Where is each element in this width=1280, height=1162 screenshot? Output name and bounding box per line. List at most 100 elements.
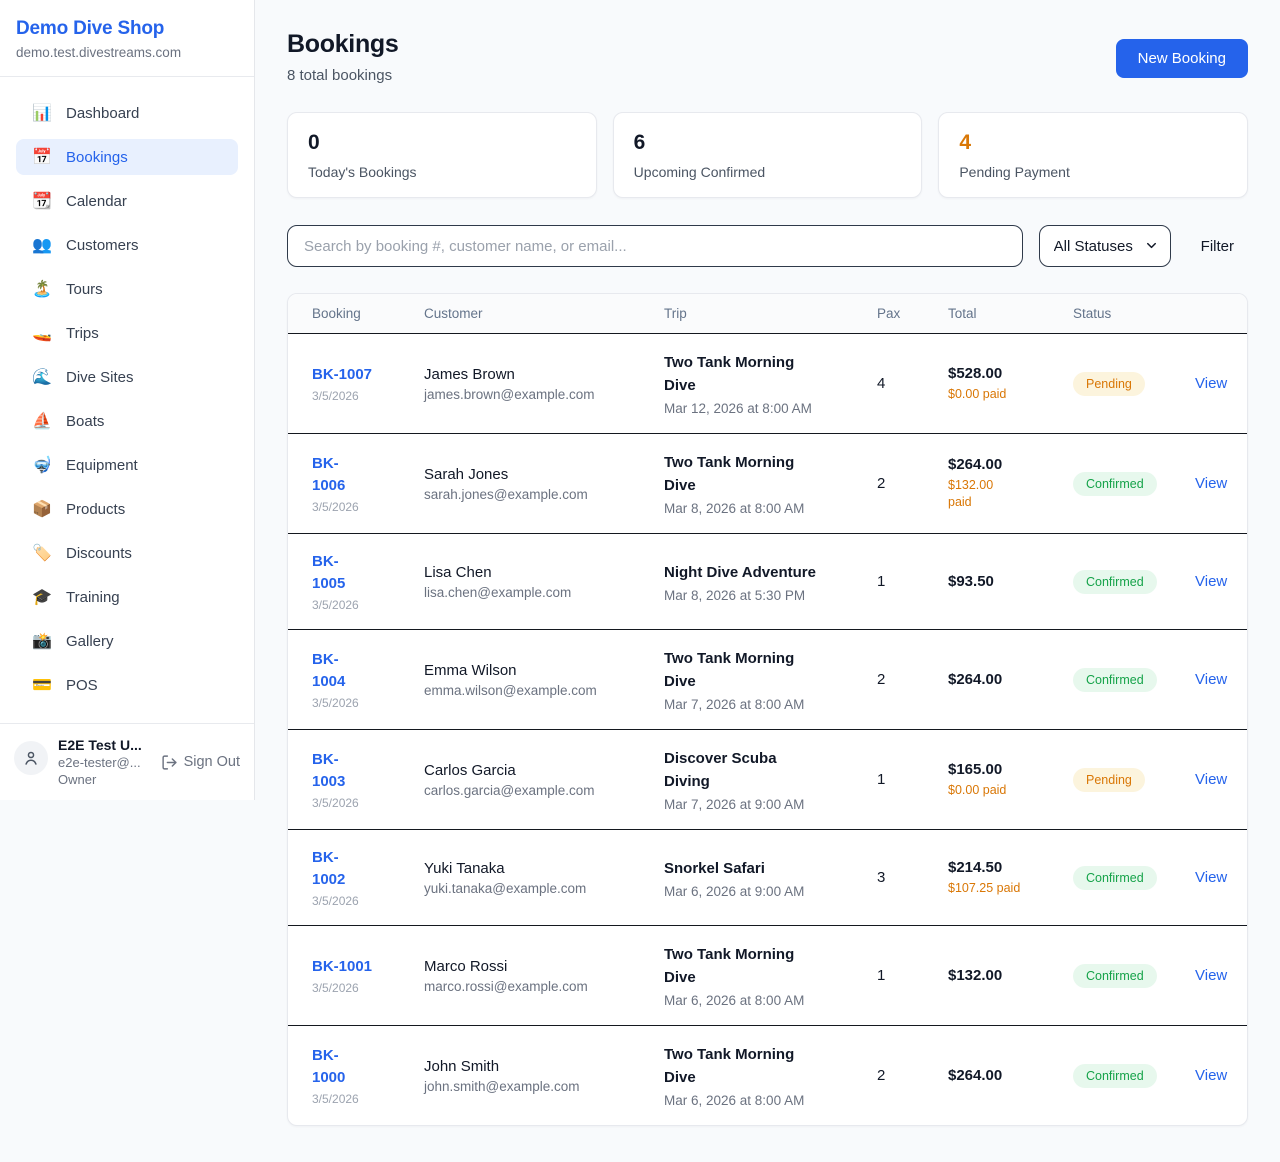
diving-mask-icon: 🤿 (32, 457, 52, 474)
booking-date: 3/5/2026 (312, 796, 359, 810)
page-header-text: Bookings 8 total bookings (287, 30, 399, 84)
sidebar-item-trips[interactable]: 🚤 Trips (16, 315, 238, 351)
booking-date: 3/5/2026 (312, 500, 359, 514)
stat-value: 6 (633, 131, 646, 154)
trip-datetime: Mar 6, 2026 at 9:00 AM (664, 883, 805, 899)
user-name: E2E Test U... (58, 737, 142, 753)
booking-cell: BK- 1006 3/5/2026 (288, 434, 412, 534)
table-header-row: Booking Customer Trip Pax Total Status (288, 294, 1247, 334)
customer-cell: Yuki Tanaka yuki.tanaka@example.com (412, 830, 652, 926)
search-input[interactable] (287, 225, 1023, 267)
brand-name: Demo Dive Shop (16, 18, 165, 39)
view-link[interactable]: View (1195, 374, 1228, 392)
table-row: BK- 1003 3/5/2026 Carlos Garcia carlos.garc… (288, 730, 1247, 830)
customer-name: Marco Rossi (424, 957, 508, 975)
status-cell: Confirmed (1061, 630, 1183, 730)
pax-value: 2 (877, 1067, 886, 1084)
customer-cell: Lisa Chen lisa.chen@example.com (412, 534, 652, 630)
stat-card-todays-bookings: 0 Today's Bookings (287, 112, 597, 198)
customer-cell: James Brown james.brown@example.com (412, 334, 652, 434)
booking-id-link[interactable]: BK- 1004 (312, 651, 346, 690)
status-cell: Confirmed (1061, 1026, 1183, 1126)
total-cell: $93.50 (936, 534, 1061, 630)
stats-row: 0 Today's Bookings 6 Upcoming Confirmed … (287, 112, 1249, 198)
speedboat-icon: 🚤 (32, 325, 52, 342)
column-header-status: Status (1061, 294, 1183, 334)
sidebar-item-label: Products (66, 500, 126, 518)
sidebar-item-dashboard[interactable]: 📊 Dashboard (16, 95, 238, 131)
trip-cell: Two Tank Morning Dive Mar 6, 2026 at 8:00… (652, 926, 865, 1026)
status-cell: Pending (1061, 730, 1183, 830)
sidebar-item-tours[interactable]: 🏝️ Tours (16, 271, 238, 307)
booking-id-link[interactable]: BK-1001 (312, 958, 373, 975)
trip-datetime: Mar 6, 2026 at 8:00 AM (664, 993, 805, 1008)
status-badge: Confirmed (1073, 471, 1157, 496)
new-booking-button[interactable]: New Booking (1115, 39, 1248, 78)
booking-id-link[interactable]: BK- 1002 (312, 849, 346, 888)
table-row: BK- 1000 3/5/2026 John Smith john.smith@exa… (288, 1026, 1247, 1126)
pax-cell: 1 (865, 730, 936, 830)
stat-label: Upcoming Confirmed (633, 164, 766, 180)
trip-datetime: Mar 8, 2026 at 5:30 PM (664, 587, 806, 603)
sidebar-item-equipment[interactable]: 🤿 Equipment (16, 447, 238, 483)
user-info: E2E Test U... e2e-tester@... Owner (58, 737, 142, 787)
sidebar-item-pos[interactable]: 💳 POS (16, 667, 238, 703)
sign-out-button[interactable]: Sign Out (161, 754, 240, 771)
sidebar-item-calendar[interactable]: 📆 Calendar (16, 183, 238, 219)
booking-id-link[interactable]: BK-1007 (312, 366, 373, 383)
trip-cell: Two Tank Morning Dive Mar 8, 2026 at 8:00… (652, 434, 865, 534)
action-cell: View (1183, 334, 1247, 434)
view-link[interactable]: View (1195, 572, 1228, 590)
sidebar-item-dive-sites[interactable]: 🌊 Dive Sites (16, 359, 238, 395)
booking-id-link[interactable]: BK- 1003 (312, 751, 346, 790)
customer-name: John Smith (424, 1057, 500, 1075)
filter-button[interactable]: Filter (1187, 238, 1248, 255)
sidebar-item-label: Dive Sites (66, 368, 134, 386)
trip-cell: Night Dive Adventure Mar 8, 2026 at 5:30 … (652, 534, 865, 630)
stat-card-upcoming-confirmed: 6 Upcoming Confirmed (612, 112, 923, 198)
sidebar-item-discounts[interactable]: 🏷️ Discounts (16, 535, 238, 571)
trip-cell: Discover Scuba Diving Mar 7, 2026 at 9:00… (652, 730, 865, 830)
view-link[interactable]: View (1195, 770, 1228, 788)
customer-name: Carlos Garcia (424, 761, 516, 779)
sidebar-item-products[interactable]: 📦 Products (16, 491, 238, 527)
sidebar-item-bookings[interactable]: 📅 Bookings (16, 139, 238, 175)
stat-label: Today's Bookings (308, 164, 417, 180)
status-cell: Confirmed (1061, 434, 1183, 534)
user-role: Owner (58, 772, 97, 787)
booking-id-link[interactable]: BK- 1005 (312, 553, 346, 592)
label-tag-icon: 🏷️ (32, 545, 52, 562)
view-link[interactable]: View (1195, 670, 1228, 688)
status-filter-select[interactable]: All Statuses (1038, 225, 1171, 267)
column-header-pax: Pax (865, 294, 936, 334)
customer-email: john.smith@example.com (424, 1078, 580, 1094)
customer-cell: Sarah Jones sarah.jones@example.com (412, 434, 652, 534)
booking-id-link[interactable]: BK- 1006 (312, 455, 346, 494)
customer-email: emma.wilson@example.com (424, 682, 597, 698)
pax-value: 3 (877, 869, 886, 886)
trip-datetime: Mar 7, 2026 at 9:00 AM (664, 797, 805, 812)
bookings-table-card: Booking Customer Trip Pax Total Status BK-100… (287, 293, 1248, 1126)
action-cell: View (1183, 1026, 1247, 1126)
booking-cell: BK- 1000 3/5/2026 (288, 1026, 412, 1126)
booking-date: 3/5/2026 (312, 1092, 359, 1106)
pax-cell: 1 (865, 534, 936, 630)
sidebar-item-label: POS (66, 676, 98, 694)
booking-id-link[interactable]: BK- 1000 (312, 1047, 346, 1086)
view-link[interactable]: View (1195, 966, 1228, 984)
paid-amount: $107.25 paid (948, 880, 1021, 895)
sidebar-item-boats[interactable]: ⛵ Boats (16, 403, 238, 439)
view-link[interactable]: View (1195, 474, 1228, 492)
main-content: Bookings 8 total bookings New Booking 0 … (255, 0, 1280, 1158)
customer-email: carlos.garcia@example.com (424, 782, 595, 798)
sidebar-item-label: Customers (66, 236, 139, 254)
sidebar-item-gallery[interactable]: 📸 Gallery (16, 623, 238, 659)
view-link[interactable]: View (1195, 868, 1228, 886)
status-badge: Pending (1073, 371, 1145, 396)
trip-name: Discover Scuba Diving (664, 750, 777, 790)
trip-cell: Two Tank Morning Dive Mar 12, 2026 at 8:0… (652, 334, 865, 434)
brand-domain: demo.test.divestreams.com (16, 45, 182, 60)
view-link[interactable]: View (1195, 1066, 1228, 1084)
sidebar-item-customers[interactable]: 👥 Customers (16, 227, 238, 263)
sidebar-item-training[interactable]: 🎓 Training (16, 579, 238, 615)
